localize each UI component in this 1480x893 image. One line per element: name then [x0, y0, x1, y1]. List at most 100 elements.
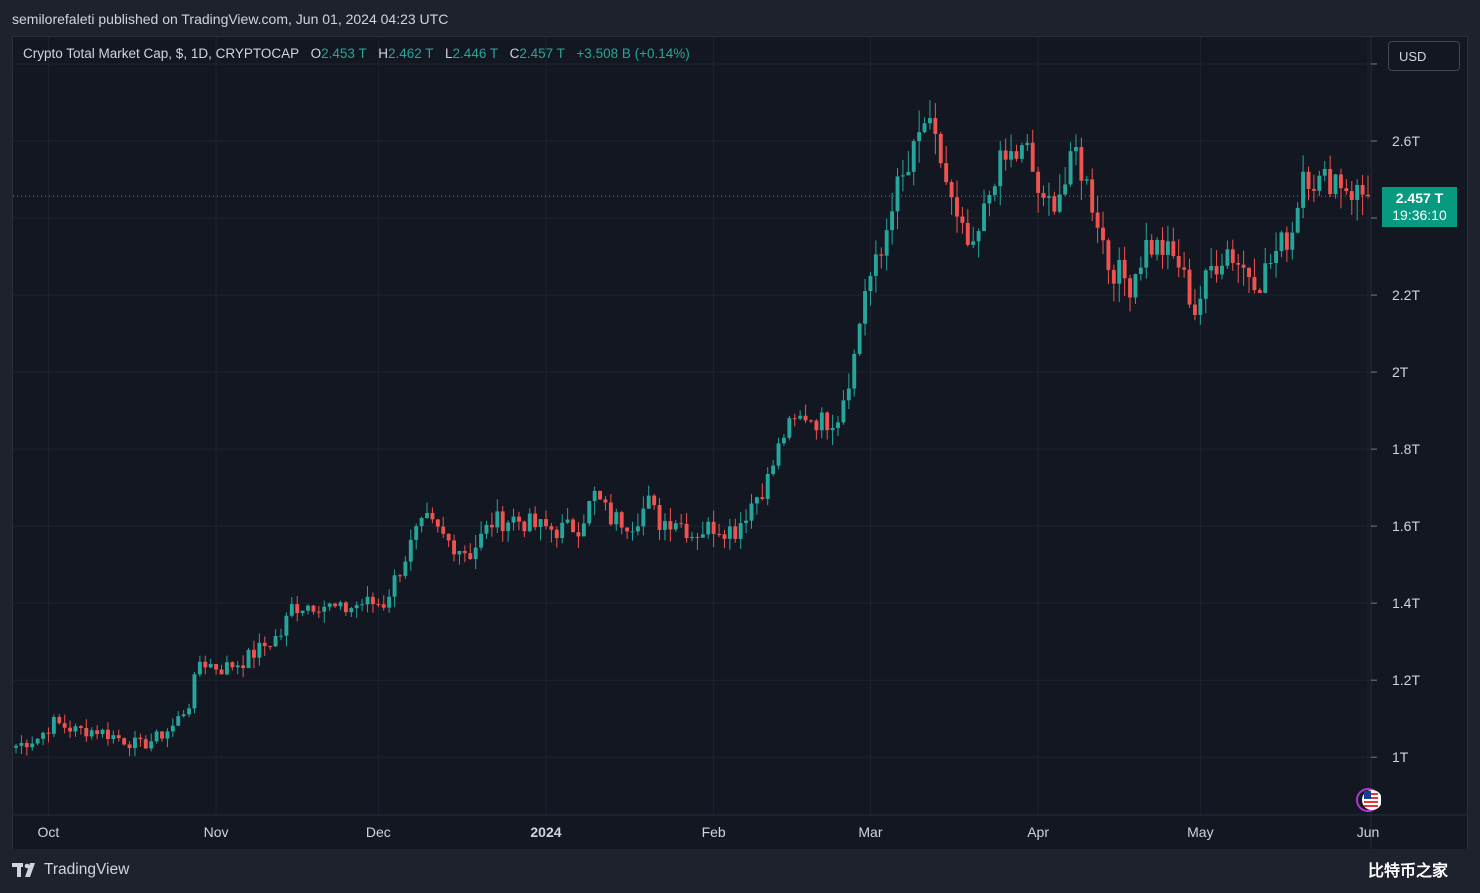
candle	[143, 735, 148, 750]
candle	[360, 598, 365, 612]
candle-body	[711, 521, 716, 534]
candle-body	[982, 203, 986, 232]
publisher-bar: semilorefaleti published on TradingView.…	[0, 0, 1480, 36]
candle	[122, 737, 127, 746]
candle-body	[1074, 147, 1078, 152]
candle-body	[511, 516, 516, 523]
candle-body	[749, 503, 754, 521]
watermark-text: 比特币之家	[1367, 861, 1448, 880]
candle	[652, 493, 657, 510]
candle-body	[1046, 196, 1051, 198]
candle-body	[706, 521, 711, 535]
candle-body	[62, 723, 67, 728]
candle-body	[928, 118, 932, 124]
candle-body	[1290, 232, 1295, 250]
candle-body	[690, 536, 694, 539]
candle	[754, 496, 759, 515]
candle-body	[581, 523, 586, 537]
candle	[706, 517, 711, 539]
candle	[1257, 287, 1262, 294]
open-label: O	[310, 46, 322, 61]
candle	[587, 500, 592, 526]
candle	[100, 728, 105, 738]
candle-body	[68, 727, 73, 732]
tradingview-logo[interactable]: TradingView	[12, 861, 129, 879]
candle	[1036, 166, 1041, 213]
candle	[441, 516, 446, 539]
candle-body	[208, 664, 213, 668]
candle-body	[100, 729, 105, 735]
candle-body	[809, 420, 813, 422]
candle-body	[571, 519, 575, 533]
candle	[333, 602, 338, 608]
candle-body	[425, 513, 429, 518]
candle-body	[727, 526, 732, 539]
candle-body	[73, 726, 78, 732]
candle	[608, 493, 613, 526]
candle-body	[1328, 168, 1333, 195]
candle-body	[895, 176, 900, 212]
candle	[1198, 285, 1203, 325]
candle	[19, 735, 24, 755]
candle	[1041, 185, 1046, 207]
candle-body	[1366, 194, 1370, 197]
candle-body	[971, 241, 976, 245]
candle-body	[1041, 192, 1046, 198]
candle-body	[1182, 267, 1187, 270]
us-flag-icon[interactable]	[1355, 787, 1381, 813]
candle-body	[284, 615, 289, 636]
symbol-title[interactable]: Crypto Total Market Cap, $, 1D, CRYPTOCA…	[23, 46, 299, 61]
candle-body	[1339, 174, 1343, 189]
candle	[176, 711, 181, 727]
candle-body	[641, 508, 646, 527]
candle-body	[652, 495, 657, 506]
candle-body	[392, 575, 397, 597]
candle	[105, 722, 110, 746]
candle-body	[414, 526, 419, 540]
chart-pane[interactable]: 1T1.2T1.4T1.6T1.8T2T2.2T2.4T2.6T2.8TOctN…	[12, 36, 1468, 850]
x-tick-label: Nov	[204, 824, 229, 840]
candle-body	[1317, 175, 1322, 191]
candle-body	[1030, 142, 1035, 172]
candle-body	[830, 427, 835, 431]
candle-body	[403, 561, 408, 576]
candlestick-chart[interactable]: 1T1.2T1.4T1.6T1.8T2T2.2T2.4T2.6T2.8TOctN…	[13, 37, 1467, 849]
candle	[24, 739, 29, 756]
candle	[387, 589, 392, 613]
candle	[625, 527, 630, 539]
currency-button[interactable]: USD	[1388, 41, 1460, 71]
candle	[581, 514, 586, 537]
candle	[868, 272, 873, 306]
candle-body	[273, 636, 278, 647]
candle	[798, 410, 803, 421]
candle-body	[154, 731, 159, 742]
candle	[1165, 225, 1170, 270]
candle	[1295, 202, 1300, 234]
candle-body	[235, 665, 240, 668]
candle	[170, 718, 175, 737]
candle-body	[1322, 168, 1327, 176]
candle	[1063, 167, 1068, 196]
candle	[727, 518, 732, 550]
candle-body	[1247, 267, 1251, 278]
candle-body	[170, 725, 175, 732]
ohlc-legend: Crypto Total Market Cap, $, 1D, CRYPTOCA…	[23, 46, 690, 61]
candle-body	[122, 738, 127, 745]
candle-body	[468, 553, 473, 559]
candle-body	[252, 649, 256, 658]
candle-body	[771, 465, 776, 474]
candle-body	[565, 519, 570, 523]
candle	[214, 664, 219, 675]
candle-body	[533, 513, 538, 528]
candle-body	[1220, 265, 1224, 275]
candle	[1117, 247, 1122, 302]
candle-body	[446, 533, 451, 541]
candle	[1155, 237, 1160, 261]
candle	[187, 703, 192, 718]
candle	[571, 517, 575, 533]
candle-body	[360, 604, 365, 606]
candle-body	[1284, 232, 1289, 250]
candle-body	[754, 497, 759, 504]
y-tick-label: 1.4T	[1392, 595, 1420, 611]
candle	[284, 612, 289, 647]
